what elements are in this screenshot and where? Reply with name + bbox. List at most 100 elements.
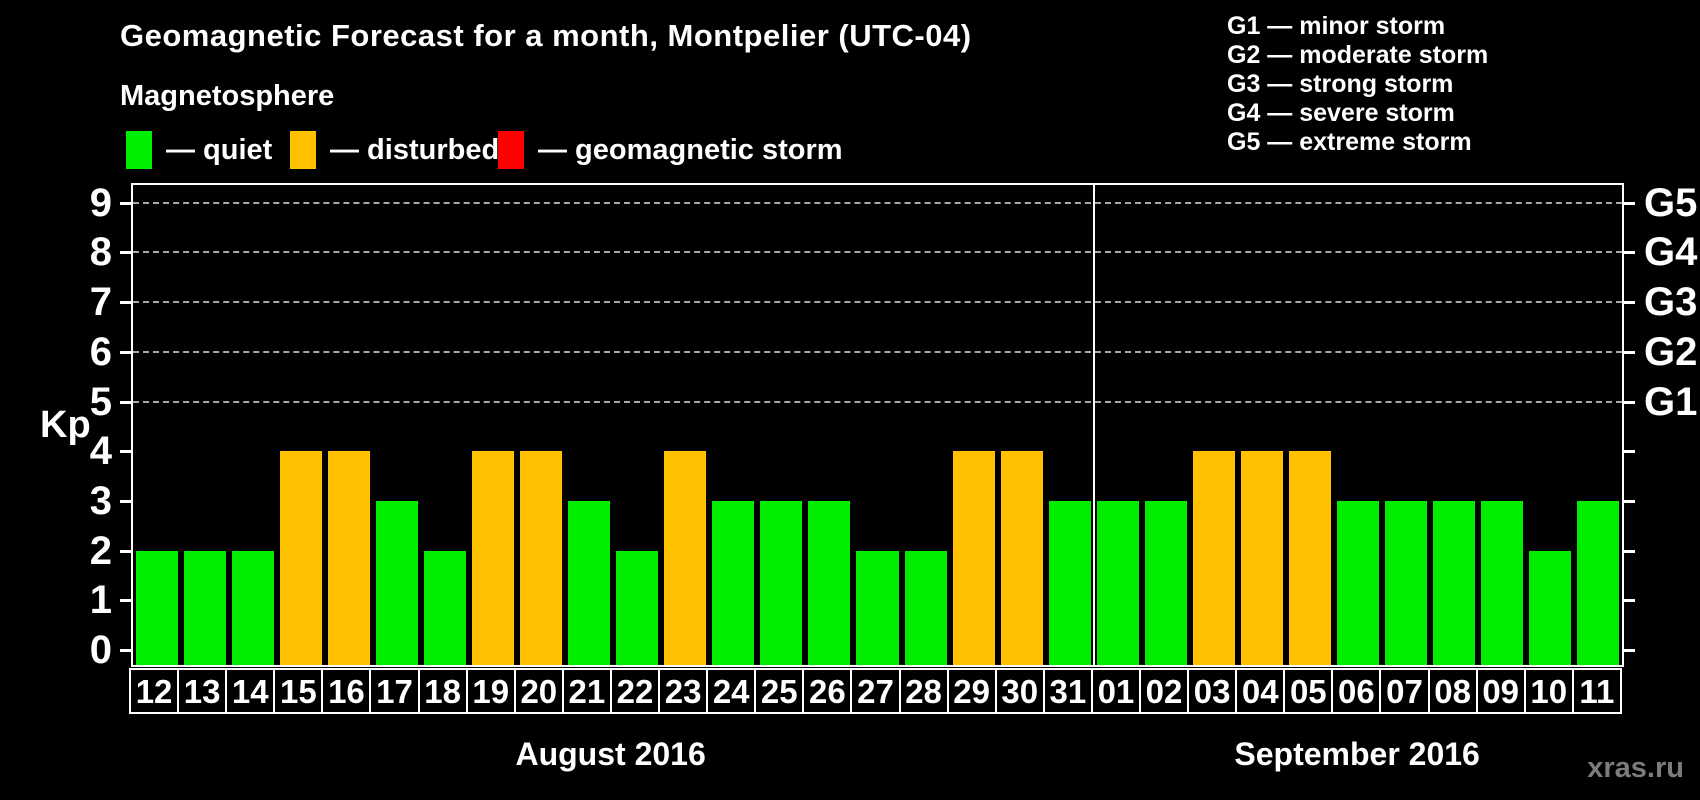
- right-tick-1: [1624, 599, 1635, 603]
- storm-scale-line-g5: G5 — extreme storm: [1227, 128, 1472, 156]
- storm-swatch-icon: [498, 131, 524, 169]
- day-cell-22: 22: [609, 668, 661, 714]
- right-tick-0: [1624, 649, 1635, 652]
- gridline-kp5: [133, 400, 1622, 403]
- quiet-swatch-icon: [126, 131, 152, 169]
- kp-bar-day-20: [520, 451, 563, 665]
- day-cell-19: 19: [465, 668, 516, 714]
- y-tick-label-2: 2: [89, 528, 112, 573]
- kp-bar-day-10: [1528, 550, 1571, 665]
- y-tick-0: [120, 649, 131, 652]
- legend-item-storm: — geomagnetic storm: [498, 130, 843, 170]
- gridline-kp6: [133, 350, 1622, 353]
- kp-bar-day-06: [1336, 500, 1379, 665]
- kp-bar-day-21: [568, 500, 611, 665]
- kp-bar-day-01: [1096, 500, 1139, 665]
- day-cell-25: 25: [754, 668, 805, 714]
- day-cell-08: 08: [1427, 668, 1478, 714]
- kp-bar-day-25: [760, 500, 803, 665]
- day-cell-11: 11: [1571, 668, 1622, 714]
- right-axis-label-g2: G2: [1644, 329, 1698, 374]
- y-tick-label-8: 8: [89, 230, 112, 275]
- kp-bar-day-14: [232, 550, 275, 665]
- day-cell-17: 17: [369, 668, 420, 714]
- y-tick-label-9: 9: [89, 180, 112, 225]
- legend-label-quiet: — quiet: [166, 133, 273, 166]
- y-tick-1: [120, 599, 131, 603]
- kp-bar-day-28: [904, 550, 947, 665]
- day-cell-15: 15: [273, 668, 324, 714]
- day-cell-07: 07: [1379, 668, 1430, 714]
- day-cell-30: 30: [994, 668, 1045, 714]
- legend-label-storm: — geomagnetic storm: [538, 133, 843, 166]
- kp-bar-day-07: [1384, 500, 1427, 665]
- kp-bar-day-04: [1240, 451, 1283, 665]
- y-tick-8: [120, 251, 131, 255]
- gridline-kp7: [133, 301, 1622, 304]
- day-cell-03: 03: [1187, 668, 1238, 714]
- day-cell-23: 23: [658, 668, 709, 714]
- day-cell-04: 04: [1235, 668, 1286, 714]
- y-tick-5: [120, 400, 131, 404]
- kp-bar-day-11: [1576, 500, 1619, 665]
- right-tick-5: [1624, 400, 1635, 404]
- watermark: xras.ru: [1587, 752, 1684, 784]
- kp-bar-day-05: [1288, 451, 1331, 665]
- right-tick-4: [1624, 450, 1635, 454]
- kp-bar-day-29: [952, 451, 995, 665]
- chart-title: Geomagnetic Forecast for a month, Montpe…: [120, 18, 972, 53]
- y-axis-title: Kp: [40, 404, 91, 446]
- plot-area: [131, 183, 1624, 667]
- right-tick-3: [1624, 499, 1635, 503]
- kp-bar-day-16: [328, 451, 371, 665]
- right-tick-2: [1624, 549, 1635, 553]
- right-tick-7: [1624, 301, 1635, 305]
- right-axis-label-g1: G1: [1644, 379, 1698, 424]
- kp-bar-day-09: [1480, 500, 1523, 665]
- month-label-august-2016: August 2016: [515, 736, 706, 772]
- right-axis-label-g4: G4: [1644, 230, 1698, 275]
- y-tick-label-1: 1: [89, 578, 112, 623]
- y-tick-4: [120, 450, 131, 454]
- gridline-kp8: [133, 251, 1622, 254]
- day-cell-31: 31: [1042, 668, 1093, 714]
- kp-bar-day-27: [856, 550, 899, 665]
- kp-bar-day-18: [424, 550, 467, 665]
- y-tick-label-3: 3: [89, 478, 112, 523]
- storm-scale-line-g2: G2 — moderate storm: [1227, 41, 1489, 69]
- kp-bar-day-24: [712, 500, 755, 665]
- day-cell-16: 16: [321, 668, 372, 714]
- day-cell-28: 28: [898, 668, 949, 714]
- kp-bar-day-02: [1144, 500, 1187, 665]
- right-tick-9: [1624, 201, 1635, 205]
- day-cell-26: 26: [802, 668, 853, 714]
- kp-bar-day-17: [376, 500, 419, 665]
- y-tick-6: [120, 350, 131, 354]
- y-tick-label-5: 5: [89, 379, 112, 424]
- day-cell-29: 29: [946, 668, 997, 714]
- day-axis: 12 13 14 15 16 17 18 19 20 21 22 23 24 25 26 27 28 29 30 31…: [129, 668, 1622, 714]
- month-separator-line: [1092, 185, 1095, 665]
- kp-bar-day-30: [1000, 451, 1043, 665]
- day-cell-09: 09: [1475, 668, 1526, 714]
- kp-bar-day-13: [184, 550, 227, 665]
- day-cell-13: 13: [177, 668, 228, 714]
- y-tick-label-7: 7: [89, 280, 112, 325]
- month-label-september-2016: September 2016: [1234, 736, 1480, 772]
- day-cell-24: 24: [706, 668, 757, 714]
- day-cell-01: 01: [1090, 668, 1141, 714]
- day-cell-06: 06: [1331, 668, 1382, 714]
- day-cell-18: 18: [417, 668, 468, 714]
- kp-bar-day-08: [1432, 500, 1475, 665]
- right-tick-6: [1624, 350, 1635, 354]
- kp-bar-day-31: [1048, 500, 1091, 665]
- storm-scale-legend: G1 — minor storm G2 — moderate storm G3 …: [1227, 12, 1488, 157]
- kp-bar-day-15: [280, 451, 323, 665]
- day-cell-20: 20: [513, 668, 564, 714]
- gridline-kp9: [133, 201, 1622, 204]
- day-cell-21: 21: [561, 668, 612, 714]
- legend-item-disturbed: — disturbed: [290, 130, 499, 170]
- day-cell-02: 02: [1138, 668, 1190, 714]
- kp-bar-day-23: [664, 451, 707, 665]
